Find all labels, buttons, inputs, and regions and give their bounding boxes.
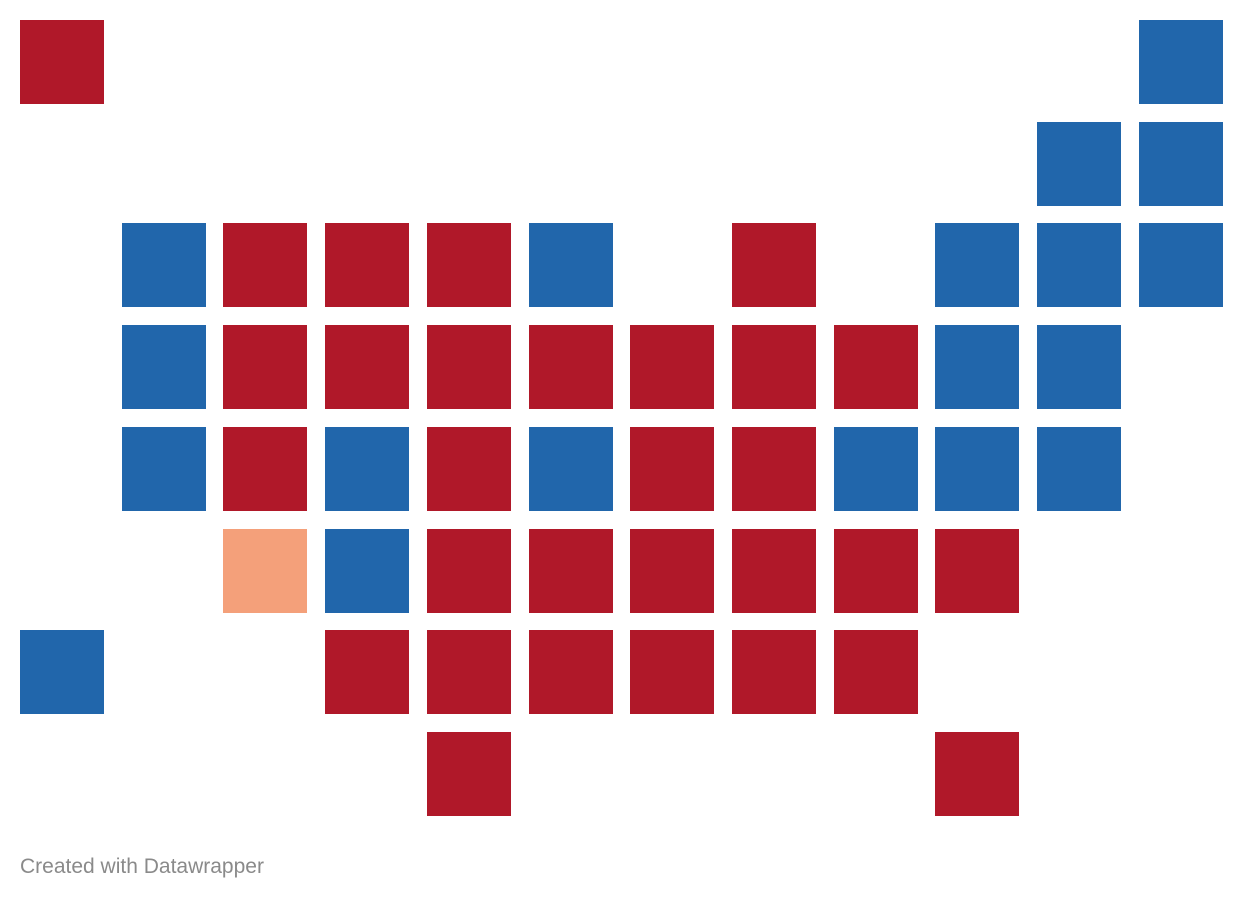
state-tile-r5-c9[interactable]	[935, 529, 1019, 613]
state-tile-r3-c5[interactable]	[529, 325, 613, 409]
state-tile-r0-c11[interactable]	[1139, 20, 1223, 104]
state-tile-r4-c2[interactable]	[223, 427, 307, 511]
state-tile-r4-c7[interactable]	[732, 427, 816, 511]
state-tile-r3-c7[interactable]	[732, 325, 816, 409]
state-tile-r3-c4[interactable]	[427, 325, 511, 409]
state-tile-r4-c9[interactable]	[935, 427, 1019, 511]
state-tile-r2-c9[interactable]	[935, 223, 1019, 307]
state-tile-r1-c11[interactable]	[1139, 122, 1223, 206]
datawrapper-credit: Created with Datawrapper	[20, 855, 264, 878]
state-tile-r4-c10[interactable]	[1037, 427, 1121, 511]
state-tile-r3-c8[interactable]	[834, 325, 918, 409]
state-tile-r1-c10[interactable]	[1037, 122, 1121, 206]
state-tile-r5-c3[interactable]	[325, 529, 409, 613]
state-tile-r7-c9[interactable]	[935, 732, 1019, 816]
state-tile-r2-c7[interactable]	[732, 223, 816, 307]
state-tile-r5-c4[interactable]	[427, 529, 511, 613]
state-tile-r3-c2[interactable]	[223, 325, 307, 409]
state-tile-r7-c4[interactable]	[427, 732, 511, 816]
state-tile-r4-c8[interactable]	[834, 427, 918, 511]
state-tile-r2-c3[interactable]	[325, 223, 409, 307]
state-tile-r2-c4[interactable]	[427, 223, 511, 307]
state-tile-r0-c0[interactable]	[20, 20, 104, 104]
state-tile-r6-c8[interactable]	[834, 630, 918, 714]
tile-grid-map	[20, 20, 1223, 816]
state-tile-r2-c11[interactable]	[1139, 223, 1223, 307]
state-tile-r5-c5[interactable]	[529, 529, 613, 613]
state-tile-r6-c0[interactable]	[20, 630, 104, 714]
state-tile-r3-c3[interactable]	[325, 325, 409, 409]
state-tile-r2-c10[interactable]	[1037, 223, 1121, 307]
state-tile-r3-c10[interactable]	[1037, 325, 1121, 409]
state-tile-r2-c2[interactable]	[223, 223, 307, 307]
state-tile-r6-c3[interactable]	[325, 630, 409, 714]
state-tile-r3-c6[interactable]	[630, 325, 714, 409]
state-tile-r3-c9[interactable]	[935, 325, 1019, 409]
state-tile-r5-c8[interactable]	[834, 529, 918, 613]
state-tile-r6-c5[interactable]	[529, 630, 613, 714]
state-tile-r5-c7[interactable]	[732, 529, 816, 613]
state-tile-r5-c2[interactable]	[223, 529, 307, 613]
state-tile-r2-c1[interactable]	[122, 223, 206, 307]
state-tile-r4-c4[interactable]	[427, 427, 511, 511]
state-tile-r4-c3[interactable]	[325, 427, 409, 511]
state-tile-r4-c1[interactable]	[122, 427, 206, 511]
state-tile-r6-c4[interactable]	[427, 630, 511, 714]
state-tile-r6-c7[interactable]	[732, 630, 816, 714]
state-tile-r4-c5[interactable]	[529, 427, 613, 511]
state-tile-r4-c6[interactable]	[630, 427, 714, 511]
state-tile-r6-c6[interactable]	[630, 630, 714, 714]
state-tile-r5-c6[interactable]	[630, 529, 714, 613]
state-tile-r3-c1[interactable]	[122, 325, 206, 409]
state-tile-r2-c5[interactable]	[529, 223, 613, 307]
